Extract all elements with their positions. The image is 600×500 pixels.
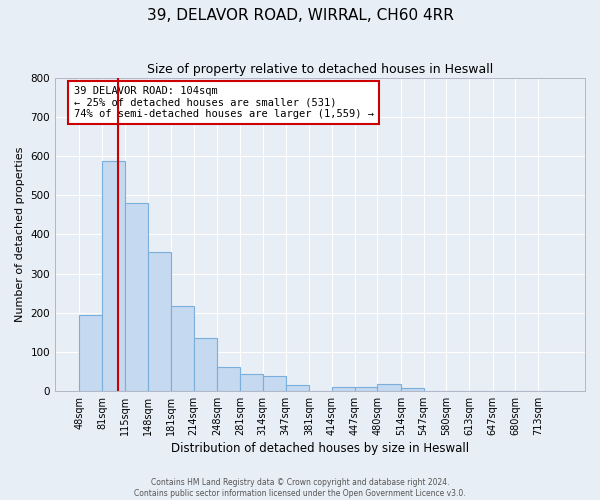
Bar	[286, 385, 309, 391]
Text: 39 DELAVOR ROAD: 104sqm
← 25% of detached houses are smaller (531)
74% of semi-d: 39 DELAVOR ROAD: 104sqm ← 25% of detache…	[74, 86, 374, 119]
Bar	[217, 367, 240, 391]
Bar	[148, 252, 171, 391]
Bar	[125, 203, 148, 391]
Bar	[171, 306, 194, 391]
Bar	[194, 338, 217, 391]
Bar	[102, 162, 125, 391]
Bar	[401, 388, 424, 391]
X-axis label: Distribution of detached houses by size in Heswall: Distribution of detached houses by size …	[171, 442, 469, 455]
Bar	[79, 316, 102, 391]
Title: Size of property relative to detached houses in Heswall: Size of property relative to detached ho…	[147, 62, 493, 76]
Bar	[332, 387, 355, 391]
Bar	[377, 384, 401, 391]
Text: 39, DELAVOR ROAD, WIRRAL, CH60 4RR: 39, DELAVOR ROAD, WIRRAL, CH60 4RR	[146, 8, 454, 22]
Text: Contains HM Land Registry data © Crown copyright and database right 2024.
Contai: Contains HM Land Registry data © Crown c…	[134, 478, 466, 498]
Y-axis label: Number of detached properties: Number of detached properties	[15, 147, 25, 322]
Bar	[240, 374, 263, 391]
Bar	[355, 387, 377, 391]
Bar	[263, 376, 286, 391]
